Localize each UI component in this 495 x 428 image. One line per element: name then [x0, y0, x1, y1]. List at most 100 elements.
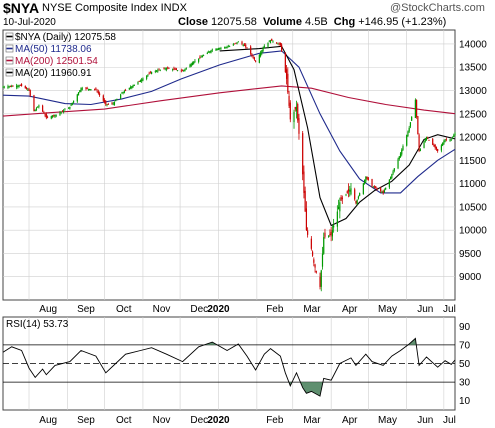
candle-body — [113, 102, 116, 105]
price-tick-label: 12000 — [459, 133, 487, 144]
candle — [198, 58, 200, 64]
candle — [302, 130, 304, 181]
candle — [122, 91, 124, 95]
candle — [281, 43, 283, 52]
rsi-oversold-fill — [300, 382, 323, 397]
candle-body — [453, 135, 455, 138]
candle-body — [63, 110, 65, 113]
candle — [25, 86, 28, 90]
candle — [51, 115, 54, 119]
candle — [310, 236, 312, 251]
candle-body — [116, 98, 118, 100]
rsi-tick-label: 50 — [459, 359, 471, 370]
candle-body — [29, 90, 31, 96]
candle — [321, 246, 324, 270]
candle — [331, 225, 334, 241]
candle-body — [174, 68, 176, 70]
chart-date: 10-Jul-2020 — [3, 17, 56, 28]
candle — [428, 139, 430, 141]
candle-body — [80, 88, 82, 92]
candle — [341, 195, 343, 204]
candle — [206, 51, 208, 55]
candle-body — [38, 105, 40, 107]
candle-body — [232, 44, 234, 46]
candle — [115, 99, 117, 102]
candle-body — [450, 139, 452, 141]
candle — [434, 144, 436, 150]
candle-body — [340, 196, 342, 201]
candle — [372, 185, 374, 188]
candle-body — [424, 139, 426, 142]
candle-body — [382, 190, 384, 193]
candle — [81, 86, 83, 91]
price-tick-label: 13500 — [459, 63, 487, 74]
candle — [233, 43, 236, 45]
candle-body — [319, 276, 321, 287]
candle — [258, 53, 260, 64]
x-tick-label: Jul — [443, 304, 456, 315]
price-tick-label: 11500 — [459, 156, 487, 167]
candle — [79, 90, 81, 93]
candle-body — [414, 99, 416, 119]
ma20-line — [219, 45, 456, 227]
price-tick-label: 14000 — [459, 39, 487, 50]
candle-body — [209, 51, 211, 53]
candle — [307, 227, 309, 238]
candle — [124, 88, 127, 92]
candle-body — [313, 259, 315, 263]
candle — [28, 87, 30, 91]
candle-body — [303, 171, 305, 193]
candle-body — [198, 58, 200, 62]
candle-body — [177, 70, 179, 71]
candle — [424, 138, 426, 143]
candle-body — [305, 208, 307, 231]
candle-body — [419, 148, 421, 152]
candle — [18, 84, 20, 88]
x-tick-label: Apr — [342, 304, 358, 315]
candle — [201, 54, 203, 58]
candle — [245, 43, 247, 49]
candle — [147, 74, 149, 77]
candle — [50, 115, 52, 120]
candle-body — [46, 116, 49, 118]
candle — [216, 48, 218, 51]
candle-body — [375, 186, 377, 189]
x-tick-label: Aug — [39, 304, 57, 315]
candle-body — [87, 88, 90, 90]
close-label: Close — [178, 16, 208, 28]
candle — [168, 67, 170, 69]
candle — [261, 49, 263, 56]
candle-body — [262, 48, 264, 52]
candle — [397, 157, 399, 170]
candle — [355, 200, 357, 205]
candle — [350, 182, 352, 196]
candle-body — [115, 100, 117, 102]
candle — [419, 148, 421, 152]
candle-body — [287, 73, 289, 93]
candle — [235, 42, 237, 44]
candle — [272, 40, 274, 43]
candle — [253, 56, 255, 61]
candle-body — [157, 70, 159, 72]
candle-body — [371, 178, 373, 186]
candle-body — [428, 140, 430, 141]
candle — [9, 85, 12, 88]
candle-body — [148, 73, 150, 75]
candle-body — [367, 177, 369, 181]
candle-body — [365, 176, 367, 182]
candle — [210, 49, 212, 54]
candle-body — [165, 68, 168, 70]
candle-body — [132, 85, 134, 87]
candle-body — [442, 143, 444, 146]
candle-body — [200, 56, 202, 58]
candle — [12, 84, 14, 87]
candle-body — [17, 85, 19, 87]
candle-body — [408, 127, 410, 132]
candle — [320, 269, 322, 292]
candle-body — [229, 46, 231, 48]
candle-body — [155, 70, 158, 72]
candle — [366, 176, 368, 180]
candle — [151, 71, 153, 75]
candle-body — [252, 56, 254, 58]
chg-label: Chg — [333, 16, 356, 28]
